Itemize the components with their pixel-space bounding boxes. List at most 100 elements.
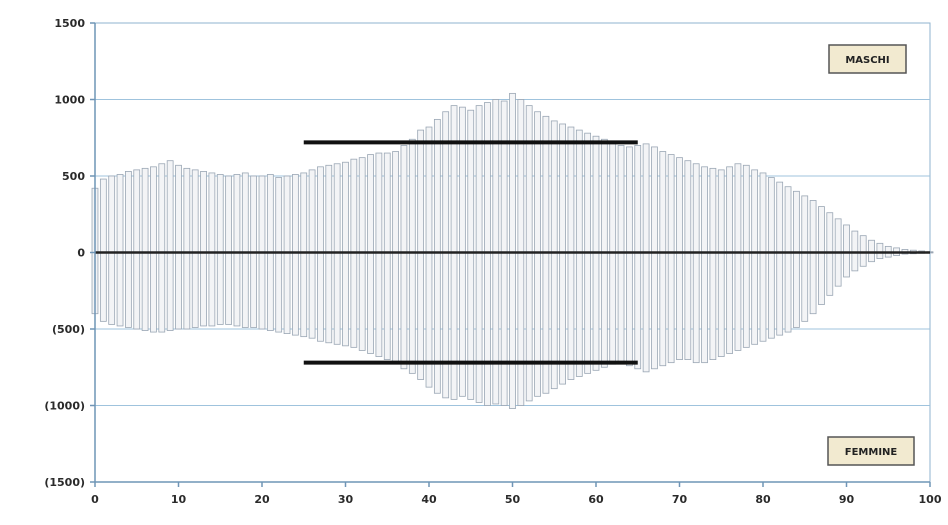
maschi-bar-38 [408,138,416,253]
maschi-bar-86 [809,200,817,253]
maschi-bar-89 [834,218,842,253]
maschi-bar-18 [241,172,249,253]
femmine-bar-71 [684,252,692,360]
femmine-bar-66 [642,252,650,373]
maschi-bar-66 [642,143,650,253]
femmine-bar-16 [225,252,232,325]
maschi-bar-85 [801,195,809,253]
maschi-bar-41 [433,118,441,253]
maschi-bar-16 [225,175,232,253]
maschi-bar-10 [175,164,182,253]
femmine-bar-8 [158,252,166,333]
femmine-bar-84 [793,252,800,328]
femmine-bar-72 [692,252,700,364]
femmine-bar-14 [208,252,216,327]
maschi-bar-22 [275,177,283,253]
femmine-bar-36 [392,252,399,364]
maschi-bar-79 [751,169,759,253]
maschi-bar-19 [250,175,258,253]
femmine-bar-81 [767,252,775,339]
maschi-bar-91 [851,230,859,253]
femmine-bar-12 [191,252,199,328]
maschi-bar-70 [676,157,683,253]
x-tick-label-10: 100 [919,493,942,506]
maschi-bar-80 [759,172,767,253]
femmine-bar-18 [241,252,249,328]
femmine-bar-51 [517,252,525,406]
maschi-bar-21 [266,174,274,253]
x-axis: 0 10 20 30 40 50 60 70 80 90 100 [91,481,942,506]
femmine-bar-15 [216,252,224,325]
femmine-bar-79 [751,252,759,345]
femmine-bar-74 [709,252,717,360]
y-tick-label-0: 1500 [54,17,85,30]
femmine-bar-67 [651,252,658,370]
legend-label-1: FEMMINE [845,447,898,458]
maschi-bar-43 [450,105,458,253]
legend-label-0: MASCHI [845,55,889,66]
maschi-bar-78 [742,164,750,253]
femmine-bar-60 [592,252,600,371]
maschi-bar-15 [216,174,224,253]
femmine-bar-70 [676,252,683,360]
maschi-bar-23 [283,175,291,253]
maschi-bar-36 [392,151,399,253]
maschi-bar-83 [784,186,792,253]
femmine-bar-58 [575,252,583,377]
maschi-bar-81 [767,177,775,253]
femmine-bar-88 [826,252,834,296]
y-tick-label-4: (500) [52,323,85,336]
maschi-bar-27 [317,166,324,253]
femmine-bar-54 [542,252,550,394]
femmine-bar-55 [550,252,558,390]
maschi-bar-3 [116,174,124,253]
femmine-bar-46 [475,252,483,403]
femmine-bar-86 [809,252,817,315]
femmine-bar-61 [600,252,608,368]
y-tick-label-1: 1000 [54,94,85,107]
maschi-bar-46 [475,105,483,253]
maschi-bar-20 [258,175,266,253]
y-tick-label-2: 500 [62,170,85,183]
femmine-bar-82 [776,252,784,336]
femmine-bar-48 [492,252,500,405]
maschi-bar-24 [292,174,299,253]
femmine-bar-62 [609,252,617,365]
femmine-bar-33 [367,252,374,354]
femmine-bar-47 [484,252,491,406]
x-tick-label-0: 0 [91,493,99,506]
legend: MASCHI FEMMINE [827,44,915,466]
maschi-bar-1 [99,178,107,253]
femmine-bar-75 [717,252,725,357]
maschi-bar-63 [617,144,625,253]
x-tick-label-4: 40 [421,493,437,506]
femmine-bar-28 [325,252,333,344]
maschi-bar-76 [726,166,733,253]
maschi-bar-30 [342,161,349,253]
femmine-bar-2 [108,252,116,325]
femmine-bar-45 [467,252,475,400]
femmine-bar-31 [350,252,358,348]
femmine-bar-77 [734,252,742,351]
maschi-bar-82 [776,181,784,253]
femmine-bar-30 [342,252,349,347]
femmine-bar-69 [667,252,675,364]
maschi-bar-39 [417,129,425,253]
maschi-bar-57 [567,126,575,253]
maschi-bar-33 [367,154,374,253]
maschi-bar-94 [876,242,884,253]
reference-lines [303,140,638,365]
femmine-bar-21 [266,252,274,331]
maschi-bar-61 [600,138,608,253]
femmine-bar-65 [634,252,642,370]
femmine-bar-22 [275,252,283,333]
maschi-bar-62 [609,141,617,253]
maschi-bar-29 [333,163,341,253]
maschi-bar-45 [467,109,475,253]
maschi-bar-31 [350,158,358,253]
maschi-bar-14 [208,172,216,253]
femmine-bar-38 [408,252,416,374]
maschi-bar-48 [492,99,500,253]
femmine-bar-92 [859,252,867,267]
maschi-bar-26 [308,169,316,253]
